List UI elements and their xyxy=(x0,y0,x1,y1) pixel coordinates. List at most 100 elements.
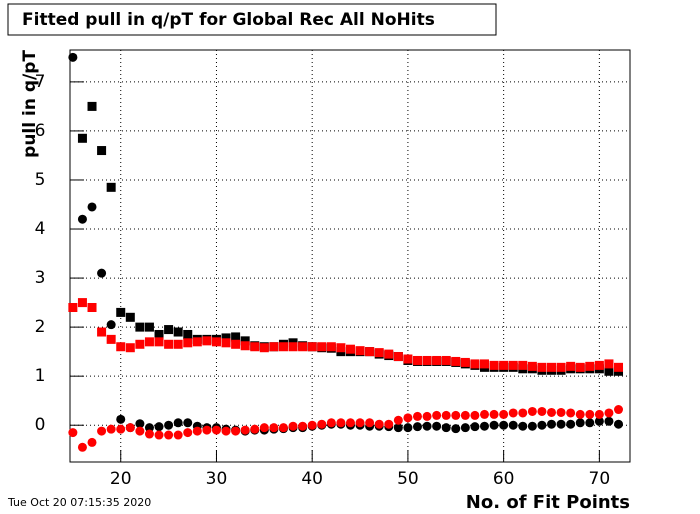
circle-marker xyxy=(556,419,566,429)
square-marker xyxy=(278,342,288,352)
x-tick-label: 70 xyxy=(589,469,611,489)
square-marker xyxy=(144,337,154,347)
circle-marker xyxy=(106,424,116,434)
square-marker xyxy=(326,342,336,352)
square-marker xyxy=(614,362,624,372)
timestamp: Tue Oct 20 07:15:35 2020 xyxy=(7,496,151,509)
y-tick-label: 7 xyxy=(35,72,46,92)
circle-marker xyxy=(441,410,451,420)
square-marker xyxy=(125,312,135,322)
circle-marker xyxy=(508,420,518,430)
x-tick-label: 40 xyxy=(301,469,323,489)
square-marker xyxy=(422,355,432,365)
circle-marker xyxy=(432,421,442,431)
circle-marker xyxy=(144,423,154,433)
circle-marker xyxy=(441,423,451,433)
circle-marker xyxy=(317,419,327,429)
circle-marker xyxy=(393,415,403,425)
circle-marker xyxy=(537,406,547,416)
square-marker xyxy=(441,355,451,365)
x-tick-label: 30 xyxy=(206,469,228,489)
circle-marker xyxy=(403,413,413,423)
square-marker xyxy=(365,347,375,357)
circle-marker xyxy=(489,420,499,430)
circle-marker xyxy=(527,406,537,416)
square-marker xyxy=(393,352,403,362)
square-marker xyxy=(594,360,604,370)
circle-marker xyxy=(604,408,614,418)
square-marker xyxy=(412,355,422,365)
circle-marker xyxy=(527,421,537,431)
circle-marker xyxy=(470,422,480,432)
square-marker xyxy=(460,357,470,367)
square-marker xyxy=(192,337,202,347)
y-tick-label: 6 xyxy=(35,121,46,141)
square-marker xyxy=(183,329,193,339)
circle-marker xyxy=(173,430,183,440)
circle-marker xyxy=(604,416,614,426)
square-marker xyxy=(154,337,164,347)
square-marker xyxy=(173,327,183,337)
circle-marker xyxy=(594,416,604,426)
square-marker xyxy=(355,346,365,356)
circle-marker xyxy=(278,423,288,433)
circle-marker xyxy=(575,409,585,419)
circle-marker xyxy=(154,422,164,432)
title-box xyxy=(7,3,497,36)
circle-marker xyxy=(192,426,202,436)
circle-marker xyxy=(288,421,298,431)
square-marker xyxy=(144,322,154,332)
circle-marker xyxy=(68,52,78,62)
square-marker xyxy=(575,362,585,372)
plot-frame xyxy=(69,49,631,463)
circle-marker xyxy=(412,411,422,421)
circle-marker xyxy=(470,410,480,420)
circle-marker xyxy=(384,419,394,429)
circle-marker xyxy=(211,425,221,435)
circle-marker xyxy=(537,420,547,430)
square-marker xyxy=(585,361,595,371)
square-marker xyxy=(269,342,279,352)
circle-marker xyxy=(365,418,375,428)
circle-marker xyxy=(183,418,193,428)
square-marker xyxy=(77,298,87,308)
circle-marker xyxy=(106,320,116,330)
square-marker xyxy=(135,339,145,349)
circle-marker xyxy=(231,426,241,436)
square-marker xyxy=(479,359,489,369)
circle-marker xyxy=(355,418,365,428)
y-tick-label: 4 xyxy=(35,219,46,239)
circle-marker xyxy=(508,408,518,418)
circle-marker xyxy=(614,405,624,415)
square-marker xyxy=(604,366,614,376)
square-marker xyxy=(374,348,384,358)
circle-marker xyxy=(479,409,489,419)
square-marker xyxy=(231,339,241,349)
chart-title: Fitted pull in q/pT for Global Rec All N… xyxy=(22,10,435,30)
circle-marker xyxy=(326,418,336,428)
circle-marker xyxy=(518,421,528,431)
square-marker xyxy=(403,354,413,364)
square-marker xyxy=(336,343,346,353)
square-marker xyxy=(489,360,499,370)
circle-marker xyxy=(164,420,174,430)
square-marker xyxy=(556,362,566,372)
square-marker xyxy=(259,343,269,353)
square-marker xyxy=(221,333,231,343)
circle-marker xyxy=(585,418,595,428)
circle-marker xyxy=(336,418,346,428)
circle-marker xyxy=(183,428,193,438)
circle-marker xyxy=(460,410,470,420)
circle-marker xyxy=(547,419,557,429)
square-marker xyxy=(250,342,260,352)
circle-marker xyxy=(116,414,126,424)
circle-marker xyxy=(135,419,145,429)
circle-marker xyxy=(240,425,250,435)
square-marker xyxy=(77,133,87,143)
circle-marker xyxy=(116,424,126,434)
circle-marker xyxy=(77,442,87,452)
square-marker xyxy=(537,362,547,372)
y-tick-label: 3 xyxy=(35,268,46,288)
circle-marker xyxy=(432,410,442,420)
